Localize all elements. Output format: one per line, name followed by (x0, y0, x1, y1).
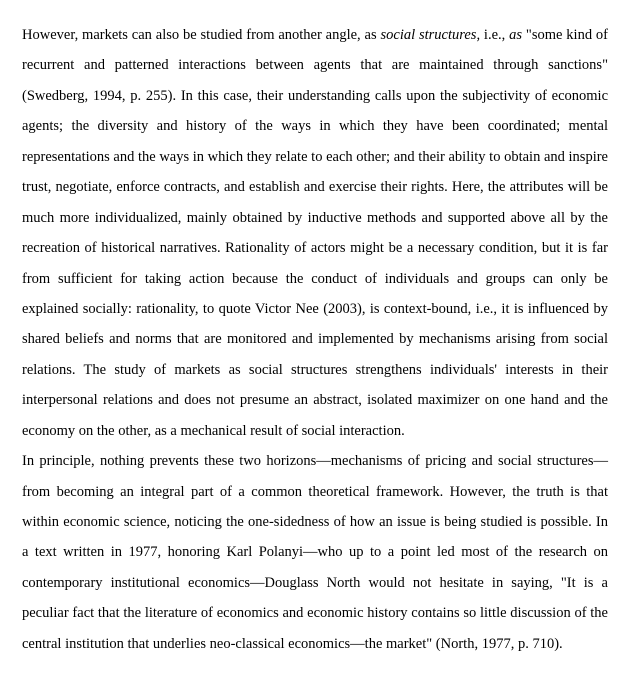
italic-run: social structures, (380, 27, 480, 43)
paragraph-2: In principle, nothing prevents these two… (22, 446, 608, 659)
paragraph-1: However, markets can also be studied fro… (22, 20, 608, 446)
italic-run: as (509, 27, 522, 43)
text-run: However, markets can also be studied fro… (22, 27, 380, 43)
text-run: i.e., (480, 27, 509, 43)
text-run: "some kind of recurrent and patterned in… (22, 27, 608, 439)
text-run: In principle, nothing prevents these two… (22, 453, 608, 652)
